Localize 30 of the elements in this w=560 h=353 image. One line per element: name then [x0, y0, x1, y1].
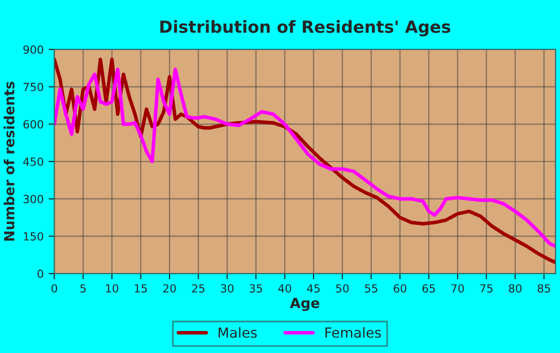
chart-title: Distribution of Residents' Ages: [160, 20, 450, 36]
x-tick-label: 40: [278, 284, 292, 293]
legend-label: Males: [218, 327, 257, 338]
x-tick-label: 15: [134, 284, 147, 293]
x-tick-label: 20: [163, 284, 176, 293]
x-tick-label: 5: [80, 284, 86, 293]
x-tick-label: 75: [480, 284, 492, 293]
y-tick-label: 900: [23, 45, 44, 54]
x-tick-label: 60: [394, 284, 406, 293]
y-axis-title: Number of residents: [4, 82, 14, 241]
x-tick-label: 35: [250, 284, 262, 293]
y-tick-label: 450: [23, 157, 44, 166]
y-tick-label: 0: [38, 270, 44, 278]
y-tick-label: 300: [24, 194, 44, 204]
x-tick-label: 80: [508, 284, 522, 293]
x-tick-label: 55: [364, 284, 378, 293]
x-axis-title: Age: [290, 298, 320, 311]
x-tick-label: 70: [451, 284, 464, 293]
legend-label: Females: [325, 327, 381, 338]
y-tick-label: 750: [24, 82, 44, 92]
x-tick-label: 30: [220, 284, 234, 293]
y-tick-label: 150: [24, 232, 44, 241]
x-tick-label: 45: [307, 284, 320, 293]
x-tick-label: 25: [192, 284, 204, 293]
x-tick-label: 50: [336, 284, 349, 293]
x-tick-label: 10: [106, 284, 118, 293]
x-tick-label: 0: [52, 284, 58, 293]
y-tick-label: 600: [23, 120, 44, 129]
x-tick-label: 65: [422, 284, 435, 293]
x-tick-label: 85: [538, 284, 550, 293]
